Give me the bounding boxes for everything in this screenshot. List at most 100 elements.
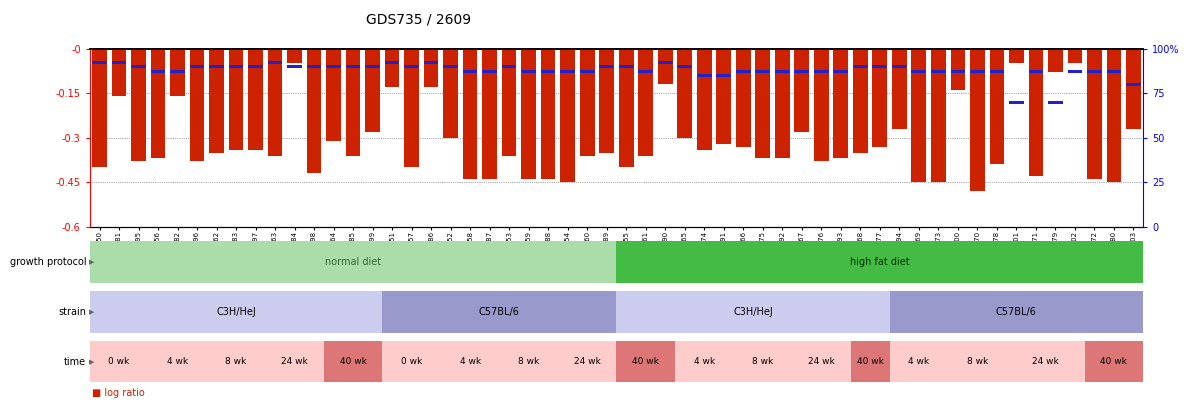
Bar: [717, 74, 731, 77]
Bar: [658, 49, 673, 84]
Bar: [638, 49, 654, 156]
Bar: [522, 70, 536, 73]
Text: 4 wk: 4 wk: [460, 357, 481, 366]
Bar: [1009, 100, 1023, 104]
Bar: [1087, 49, 1101, 179]
Bar: [287, 49, 302, 64]
Bar: [266, 341, 324, 382]
Text: 8 wk: 8 wk: [518, 357, 540, 366]
Bar: [268, 62, 282, 64]
Bar: [678, 49, 692, 138]
Text: 40 wk: 40 wk: [857, 357, 883, 366]
Text: GDS735 / 2609: GDS735 / 2609: [366, 12, 472, 26]
Bar: [463, 49, 478, 179]
Text: 40 wk: 40 wk: [632, 357, 660, 366]
Bar: [482, 70, 497, 73]
Bar: [792, 341, 851, 382]
Bar: [1007, 341, 1084, 382]
Bar: [616, 341, 675, 382]
Bar: [132, 65, 146, 68]
Bar: [248, 65, 263, 68]
Bar: [931, 70, 946, 73]
Bar: [463, 70, 478, 73]
Bar: [207, 341, 266, 382]
Bar: [287, 65, 302, 68]
Bar: [1049, 49, 1063, 72]
Bar: [889, 291, 1143, 333]
Text: growth protocol: growth protocol: [10, 257, 86, 267]
Bar: [579, 70, 595, 73]
Text: 40 wk: 40 wk: [1100, 357, 1128, 366]
Bar: [814, 70, 828, 73]
Bar: [814, 49, 828, 162]
Bar: [306, 49, 322, 173]
Text: C3H/HeJ: C3H/HeJ: [733, 307, 773, 317]
Bar: [795, 49, 809, 132]
Text: strain: strain: [59, 307, 86, 317]
Text: C3H/HeJ: C3H/HeJ: [217, 307, 256, 317]
Bar: [151, 70, 165, 73]
Bar: [1028, 49, 1043, 176]
Bar: [209, 49, 224, 153]
Text: 8 wk: 8 wk: [752, 357, 773, 366]
Bar: [1068, 49, 1082, 64]
Text: 24 wk: 24 wk: [281, 357, 308, 366]
Bar: [424, 49, 438, 87]
Bar: [327, 65, 341, 68]
Bar: [346, 65, 360, 68]
Bar: [1084, 341, 1143, 382]
Bar: [911, 70, 926, 73]
Bar: [889, 341, 948, 382]
Text: C57BL/6: C57BL/6: [996, 307, 1037, 317]
Text: 4 wk: 4 wk: [694, 357, 715, 366]
Bar: [1126, 83, 1141, 86]
Bar: [522, 49, 536, 179]
Bar: [658, 62, 673, 64]
Bar: [616, 241, 1143, 283]
Bar: [638, 70, 654, 73]
Bar: [499, 341, 558, 382]
Bar: [1106, 49, 1122, 182]
Bar: [190, 65, 205, 68]
Bar: [950, 70, 965, 73]
Text: normal diet: normal diet: [326, 257, 381, 267]
Bar: [90, 291, 382, 333]
Bar: [558, 341, 616, 382]
Bar: [268, 49, 282, 156]
Bar: [382, 291, 616, 333]
Bar: [170, 49, 184, 96]
Bar: [1009, 49, 1023, 64]
Bar: [697, 49, 711, 149]
Text: C57BL/6: C57BL/6: [479, 307, 519, 317]
Bar: [970, 49, 985, 191]
Text: 0 wk: 0 wk: [401, 357, 423, 366]
Bar: [111, 62, 127, 64]
Bar: [873, 49, 887, 147]
Bar: [1087, 70, 1101, 73]
Bar: [560, 49, 575, 182]
Bar: [678, 65, 692, 68]
Bar: [229, 65, 243, 68]
Bar: [1068, 70, 1082, 73]
Bar: [892, 65, 906, 68]
Bar: [736, 49, 751, 147]
Bar: [306, 65, 322, 68]
Bar: [616, 291, 889, 333]
Text: 24 wk: 24 wk: [573, 357, 601, 366]
Text: 4 wk: 4 wk: [909, 357, 929, 366]
Bar: [950, 49, 965, 90]
Bar: [892, 49, 906, 129]
Bar: [911, 49, 926, 182]
Text: 24 wk: 24 wk: [1032, 357, 1059, 366]
Bar: [382, 341, 440, 382]
Bar: [151, 49, 165, 158]
Text: ▶: ▶: [89, 359, 93, 365]
Bar: [600, 65, 614, 68]
Text: 4 wk: 4 wk: [168, 357, 188, 366]
Bar: [482, 49, 497, 179]
Bar: [365, 49, 379, 132]
Bar: [248, 49, 263, 149]
Bar: [579, 49, 595, 156]
Bar: [148, 341, 207, 382]
Bar: [405, 49, 419, 167]
